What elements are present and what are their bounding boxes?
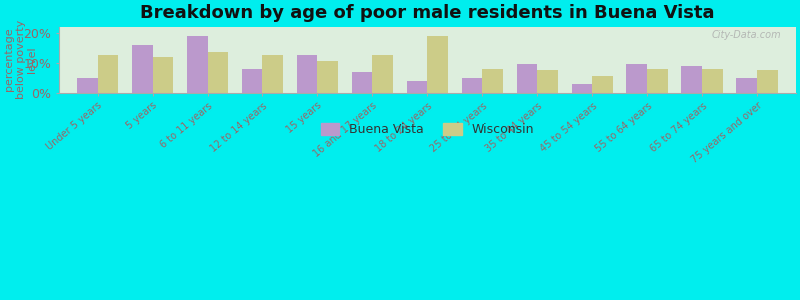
Bar [592,76,614,93]
Bar [427,35,448,93]
Bar [626,64,647,93]
Bar [153,57,174,93]
Bar [462,78,482,93]
Bar [351,72,373,93]
Bar [132,45,153,93]
Bar [262,55,283,93]
Bar [77,78,98,93]
Bar [571,84,592,93]
Legend: Buena Vista, Wisconsin: Buena Vista, Wisconsin [321,123,534,136]
Bar [702,69,723,93]
Bar [737,78,758,93]
Bar [186,35,207,93]
Y-axis label: percentage
below poverty
level: percentage below poverty level [4,20,38,99]
Bar [758,70,778,93]
Bar [517,64,538,93]
Bar [538,70,558,93]
Bar [482,69,503,93]
Bar [242,69,262,93]
Bar [297,55,318,93]
Title: Breakdown by age of poor male residents in Buena Vista: Breakdown by age of poor male residents … [140,4,714,22]
Bar [682,66,702,93]
Bar [207,52,229,93]
Bar [98,55,118,93]
Text: City-Data.com: City-Data.com [711,30,781,40]
Bar [318,61,338,93]
Bar [373,55,394,93]
Bar [406,81,427,93]
Bar [647,69,668,93]
